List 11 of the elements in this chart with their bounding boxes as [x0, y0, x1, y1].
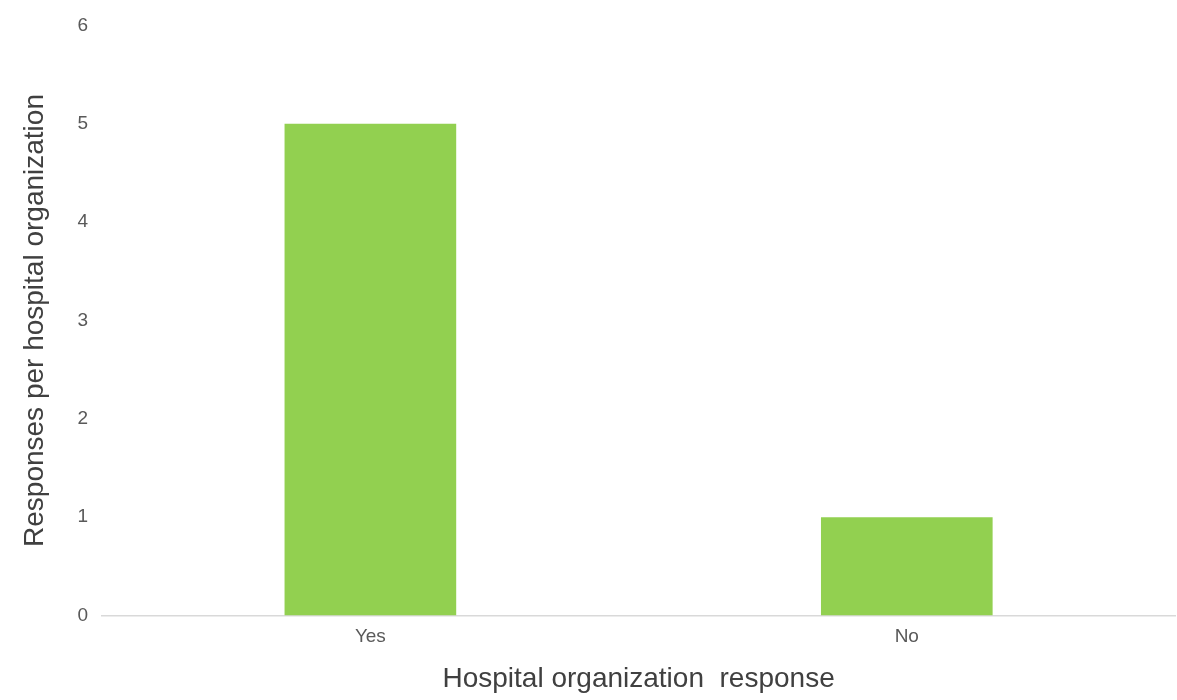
y-tick-label: 0: [77, 603, 89, 625]
y-tick-label: 6: [77, 13, 89, 35]
y-tick-label: 4: [77, 210, 89, 232]
y-tick-label: 1: [77, 505, 89, 527]
x-tick-label: Yes: [354, 625, 386, 647]
y-axis-title: Responses per hospital organization: [17, 94, 49, 547]
y-tick-label: 2: [77, 407, 89, 429]
x-axis-title: Hospital organization response: [442, 661, 835, 693]
y-tick-label: 5: [77, 112, 89, 133]
x-tick-label: No: [894, 625, 919, 647]
y-tick-label: 3: [77, 308, 89, 330]
